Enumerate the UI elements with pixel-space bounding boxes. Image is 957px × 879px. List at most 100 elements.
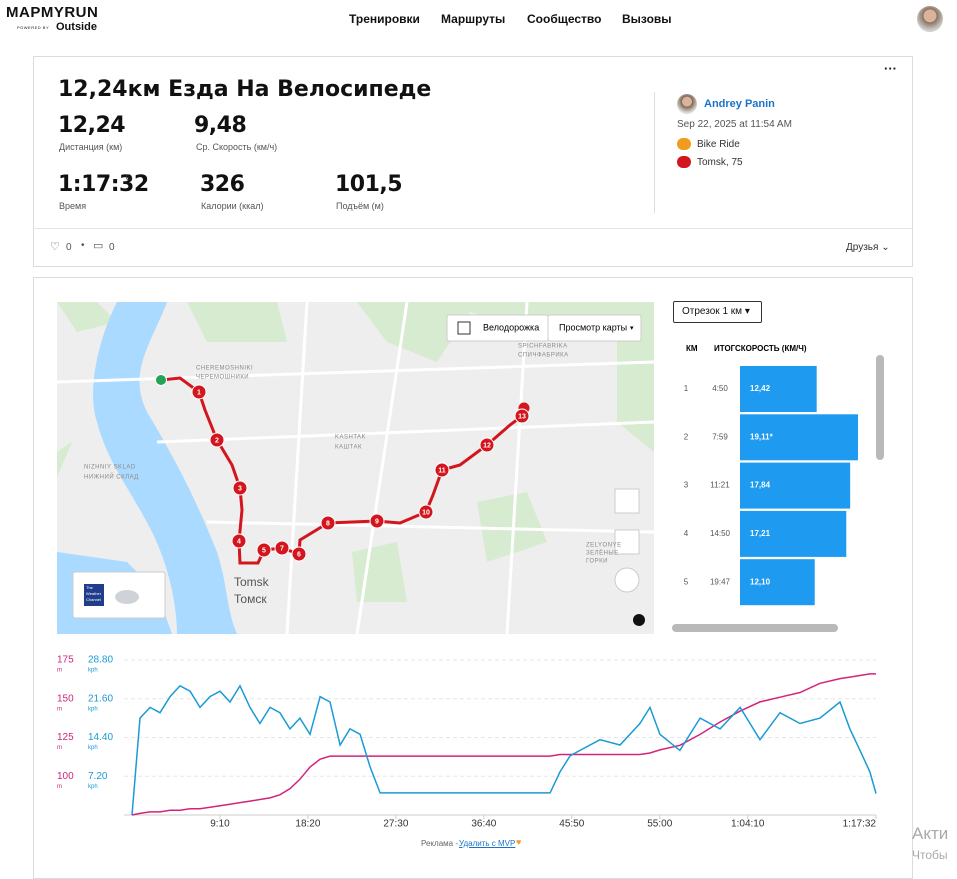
checkbox[interactable] [457, 321, 471, 335]
activity: Bike Ride [697, 139, 740, 150]
y-unit: m [57, 745, 62, 751]
route-marker [256, 542, 272, 558]
route-marker [418, 504, 434, 520]
page-body: MAPMYRUN POWERED BY Outside Тренировки М… [6, 4, 949, 879]
ad-label: Реклама - [421, 839, 458, 848]
info-icon[interactable]: ⊙ [125, 172, 133, 182]
route-marker-label: 10 [422, 509, 430, 516]
x-tick-label: 1:04:10 [731, 819, 765, 830]
route-marker [514, 408, 530, 424]
map-label: Томск [234, 592, 267, 606]
split-bar [740, 462, 851, 509]
map[interactable]: Велодорожка Просмотр карты ▾ CHEREMOSHNIKI Ч… [57, 302, 654, 634]
dropdown-caret: ▾ [630, 325, 634, 332]
map-label: ГОРКИ [586, 559, 608, 565]
comment-icon[interactable]: ▭ [93, 240, 104, 252]
map-view-button[interactable] [547, 314, 642, 342]
split-bar [740, 414, 858, 461]
route-marker-label: 1 [197, 389, 201, 396]
powered-by: POWERED BY [17, 25, 50, 30]
split-bar [740, 366, 817, 412]
map-label: ЗЕЛЁНЫЕ [586, 550, 619, 557]
split-selector[interactable]: Отрезок 1 км ▾ [673, 301, 762, 323]
scrollbar-h[interactable] [672, 624, 838, 632]
y-unit: m [57, 706, 62, 712]
stat-value: 101,5 [335, 172, 403, 197]
brand: Outside [56, 21, 97, 33]
route-marker-label: 5 [262, 547, 266, 554]
split-header: КМ [686, 344, 698, 353]
cloud-icon [115, 590, 139, 604]
route-marker-label: 11 [438, 467, 446, 474]
stat-label: Подъём (м) [336, 201, 384, 211]
nav-link[interactable]: Маршруты [441, 12, 506, 26]
comment-count: 0 [109, 242, 115, 253]
route-marker [479, 437, 495, 453]
route-marker [191, 384, 207, 400]
start-marker [155, 374, 167, 386]
like-icon[interactable]: ♡ [50, 241, 60, 253]
weather-text: The [86, 585, 94, 590]
user-name[interactable]: Andrey Panin [704, 98, 775, 110]
route-marker-label: 2 [215, 437, 219, 444]
date: Sep 22, 2025 at 11:54 AM [677, 119, 792, 130]
info-button[interactable] [633, 614, 645, 626]
nav-link[interactable]: Вызовы [622, 12, 672, 26]
split-speed: 19,11* [750, 432, 774, 441]
privacy[interactable]: Друзья ⌄ [846, 242, 890, 253]
weather-text: Channel [86, 597, 101, 602]
route-marker-label: 3 [238, 485, 242, 492]
route-marker-label: 12 [483, 442, 491, 449]
scrollbar-v[interactable] [876, 355, 884, 460]
user-avatar[interactable] [677, 94, 697, 114]
x-tick-label: 27:30 [383, 819, 408, 830]
split-km: 2 [684, 432, 689, 441]
split-header: ИТОГ [714, 344, 736, 353]
location-icon [677, 156, 691, 168]
route-marker-label: 7 [280, 545, 284, 552]
weather-text: Weather [86, 591, 102, 596]
split-bar [740, 559, 815, 606]
divider [654, 92, 655, 213]
map-label: NIZHNIY SKLAD [84, 465, 136, 471]
route-marker [369, 513, 385, 529]
y2-tick-label: 14.40 [88, 732, 113, 743]
fullscreen-button[interactable] [614, 488, 640, 514]
route-marker-label: 9 [375, 518, 379, 525]
split-speed: 17,21 [750, 529, 771, 538]
nav-link[interactable]: Тренировки [349, 12, 420, 26]
activity-icon [677, 138, 691, 150]
remove-ads-link[interactable]: Удалить с MVP [459, 839, 516, 848]
nav-link[interactable]: Сообщество [527, 12, 602, 26]
map-label: КАШТАК [335, 445, 362, 451]
split-km: 5 [684, 577, 689, 586]
map-label: ZELYONYE [586, 543, 622, 549]
logo[interactable]: MAPMYRUN [6, 4, 99, 21]
map-label: СПИЧФАБРИКА [518, 353, 569, 359]
center-button[interactable] [614, 529, 640, 555]
stat-label: Калории (ккал) [201, 201, 264, 211]
split-km: 3 [684, 481, 689, 490]
workout-title: 12,24км Езда На Велосипеде [58, 77, 432, 102]
more-menu[interactable]: ··· [884, 61, 897, 76]
route-marker [274, 540, 290, 556]
y-unit: m [57, 668, 62, 674]
y-tick-label: 100 [57, 771, 74, 782]
ad-icon: ♥ [516, 837, 522, 847]
route-marker [232, 480, 248, 496]
y2-unit: kph [88, 745, 98, 751]
split-total: 4:50 [712, 384, 728, 393]
route-marker-label: 13 [518, 413, 526, 420]
separator [34, 228, 912, 229]
split-selector-label: Отрезок 1 км [682, 306, 743, 317]
avatar[interactable] [917, 6, 943, 32]
button-label: Просмотр карты [559, 322, 627, 332]
route-marker [209, 432, 225, 448]
route-marker [320, 515, 336, 531]
y-tick-label: 125 [57, 732, 74, 743]
route-marker [291, 546, 307, 562]
compass-button[interactable] [614, 567, 640, 593]
y2-unit: kph [88, 706, 98, 712]
stat-value: 9,48 [194, 113, 247, 138]
series-line [131, 673, 876, 816]
